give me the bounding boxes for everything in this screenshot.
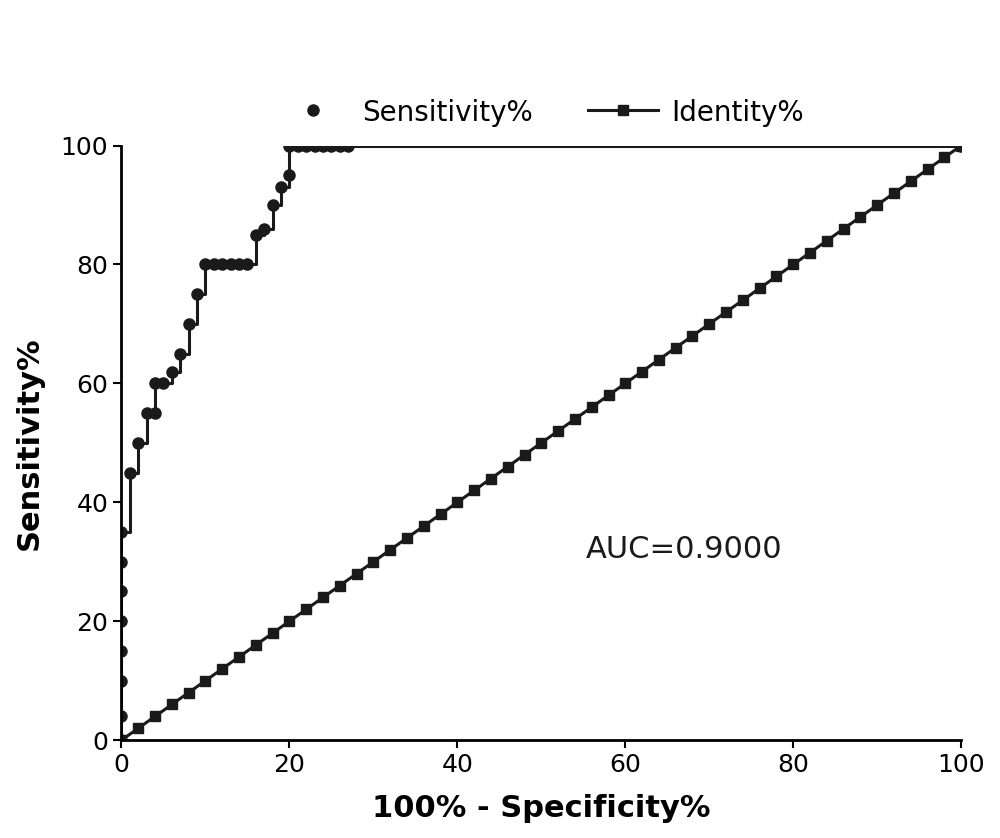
X-axis label: 100% - Specificity%: 100% - Specificity% <box>372 794 711 823</box>
Sensitivity% <box>300 141 312 151</box>
Identity% <box>955 141 967 151</box>
Identity% <box>300 604 312 614</box>
Identity% <box>720 307 732 317</box>
Sensitivity% <box>233 260 245 270</box>
Sensitivity% <box>115 587 127 597</box>
Identity% <box>115 735 127 745</box>
Sensitivity% <box>283 170 295 180</box>
Sensitivity% <box>141 408 153 418</box>
Sensitivity% <box>334 141 346 151</box>
Sensitivity% <box>325 141 337 151</box>
Sensitivity% <box>309 141 321 151</box>
Sensitivity% <box>292 141 304 151</box>
Line: Sensitivity%: Sensitivity% <box>116 140 967 746</box>
Sensitivity% <box>216 260 228 270</box>
Sensitivity% <box>191 289 203 299</box>
Sensitivity% <box>132 437 144 447</box>
Line: Identity%: Identity% <box>117 141 966 745</box>
Legend: Sensitivity%, Identity%: Sensitivity%, Identity% <box>267 88 815 138</box>
Sensitivity% <box>250 230 262 240</box>
Sensitivity% <box>149 379 161 389</box>
Sensitivity% <box>258 224 270 234</box>
Sensitivity% <box>225 260 237 270</box>
Sensitivity% <box>317 141 329 151</box>
Sensitivity% <box>115 527 127 537</box>
Identity% <box>938 153 950 163</box>
Sensitivity% <box>115 556 127 566</box>
Sensitivity% <box>124 468 136 478</box>
Sensitivity% <box>208 260 220 270</box>
Sensitivity% <box>267 200 279 210</box>
Sensitivity% <box>115 675 127 685</box>
Sensitivity% <box>955 141 967 151</box>
Sensitivity% <box>157 379 169 389</box>
Sensitivity% <box>115 646 127 656</box>
Text: AUC=0.9000: AUC=0.9000 <box>586 535 782 564</box>
Sensitivity% <box>342 141 354 151</box>
Identity% <box>670 343 682 353</box>
Sensitivity% <box>115 735 127 745</box>
Identity% <box>367 556 379 566</box>
Sensitivity% <box>115 616 127 626</box>
Sensitivity% <box>174 349 186 359</box>
Identity% <box>384 545 396 555</box>
Sensitivity% <box>283 141 295 151</box>
Sensitivity% <box>241 260 253 270</box>
Sensitivity% <box>275 182 287 192</box>
Y-axis label: Sensitivity%: Sensitivity% <box>15 336 44 550</box>
Sensitivity% <box>115 711 127 722</box>
Sensitivity% <box>166 366 178 376</box>
Sensitivity% <box>199 260 211 270</box>
Sensitivity% <box>149 408 161 418</box>
Sensitivity% <box>183 319 195 329</box>
